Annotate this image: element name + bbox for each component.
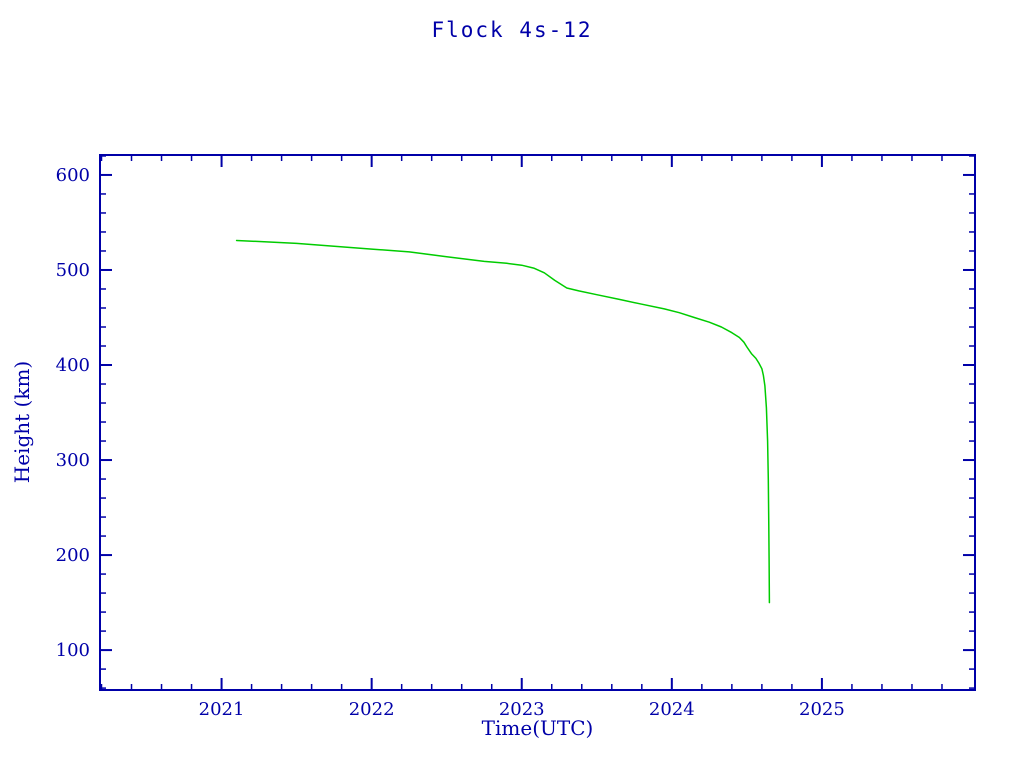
y-tick-label: 300 (56, 450, 90, 471)
x-tick-label: 2022 (349, 699, 395, 720)
y-tick-label: 100 (56, 640, 90, 661)
plot-frame (99, 154, 976, 691)
y-tick-label: 600 (56, 165, 90, 186)
height-series-line (235, 239, 771, 604)
y-tick-label: 200 (56, 545, 90, 566)
x-tick-label: 2021 (199, 699, 245, 720)
y-tick-label: 500 (56, 260, 90, 281)
x-tick-label: 2024 (649, 699, 695, 720)
x-tick-label: 2025 (799, 699, 845, 720)
y-axis-label: Height (km) (10, 360, 34, 484)
y-tick-label: 400 (56, 355, 90, 376)
x-axis-label: Time(UTC) (481, 716, 594, 740)
chart-title: Flock 4s-12 (431, 18, 593, 42)
x-tick-label: 2023 (499, 699, 545, 720)
